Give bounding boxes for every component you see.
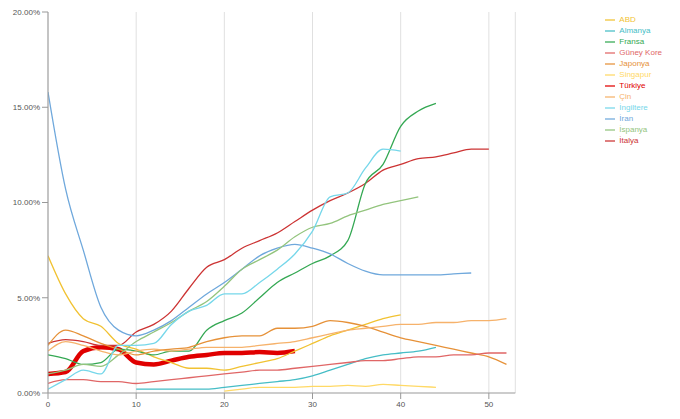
html-text:Güney Kore: Güney Kore (619, 48, 662, 57)
html-text:Fransa: Fransa (619, 37, 645, 46)
svg-text:50: 50 (484, 400, 493, 409)
html-text:Almanya: Almanya (619, 26, 651, 35)
html-text:Japonya: Japonya (619, 59, 650, 68)
svg-text:10: 10 (132, 400, 141, 409)
html-text:Singapur: Singapur (619, 70, 652, 79)
svg-text:20: 20 (220, 400, 229, 409)
svg-text:20.00%: 20.00% (13, 8, 40, 17)
html-text:ABD: ABD (619, 15, 636, 24)
svg-text:0.00%: 0.00% (17, 389, 40, 398)
html-text:Türkiye: Türkiye (619, 81, 646, 90)
svg-text:10.00%: 10.00% (13, 198, 40, 207)
svg-text:0: 0 (46, 400, 51, 409)
html-text:Çin: Çin (619, 92, 632, 101)
svg-text:15.00%: 15.00% (13, 103, 40, 112)
svg-text:30: 30 (308, 400, 317, 409)
html-text:İspanya: İspanya (619, 125, 648, 134)
svg-text:5.00%: 5.00% (17, 294, 40, 303)
html-text:İtalya: İtalya (619, 136, 639, 145)
html-text:İran: İran (619, 114, 634, 123)
svg-text:40: 40 (396, 400, 405, 409)
html-text:İngiltere: İngiltere (619, 103, 648, 112)
